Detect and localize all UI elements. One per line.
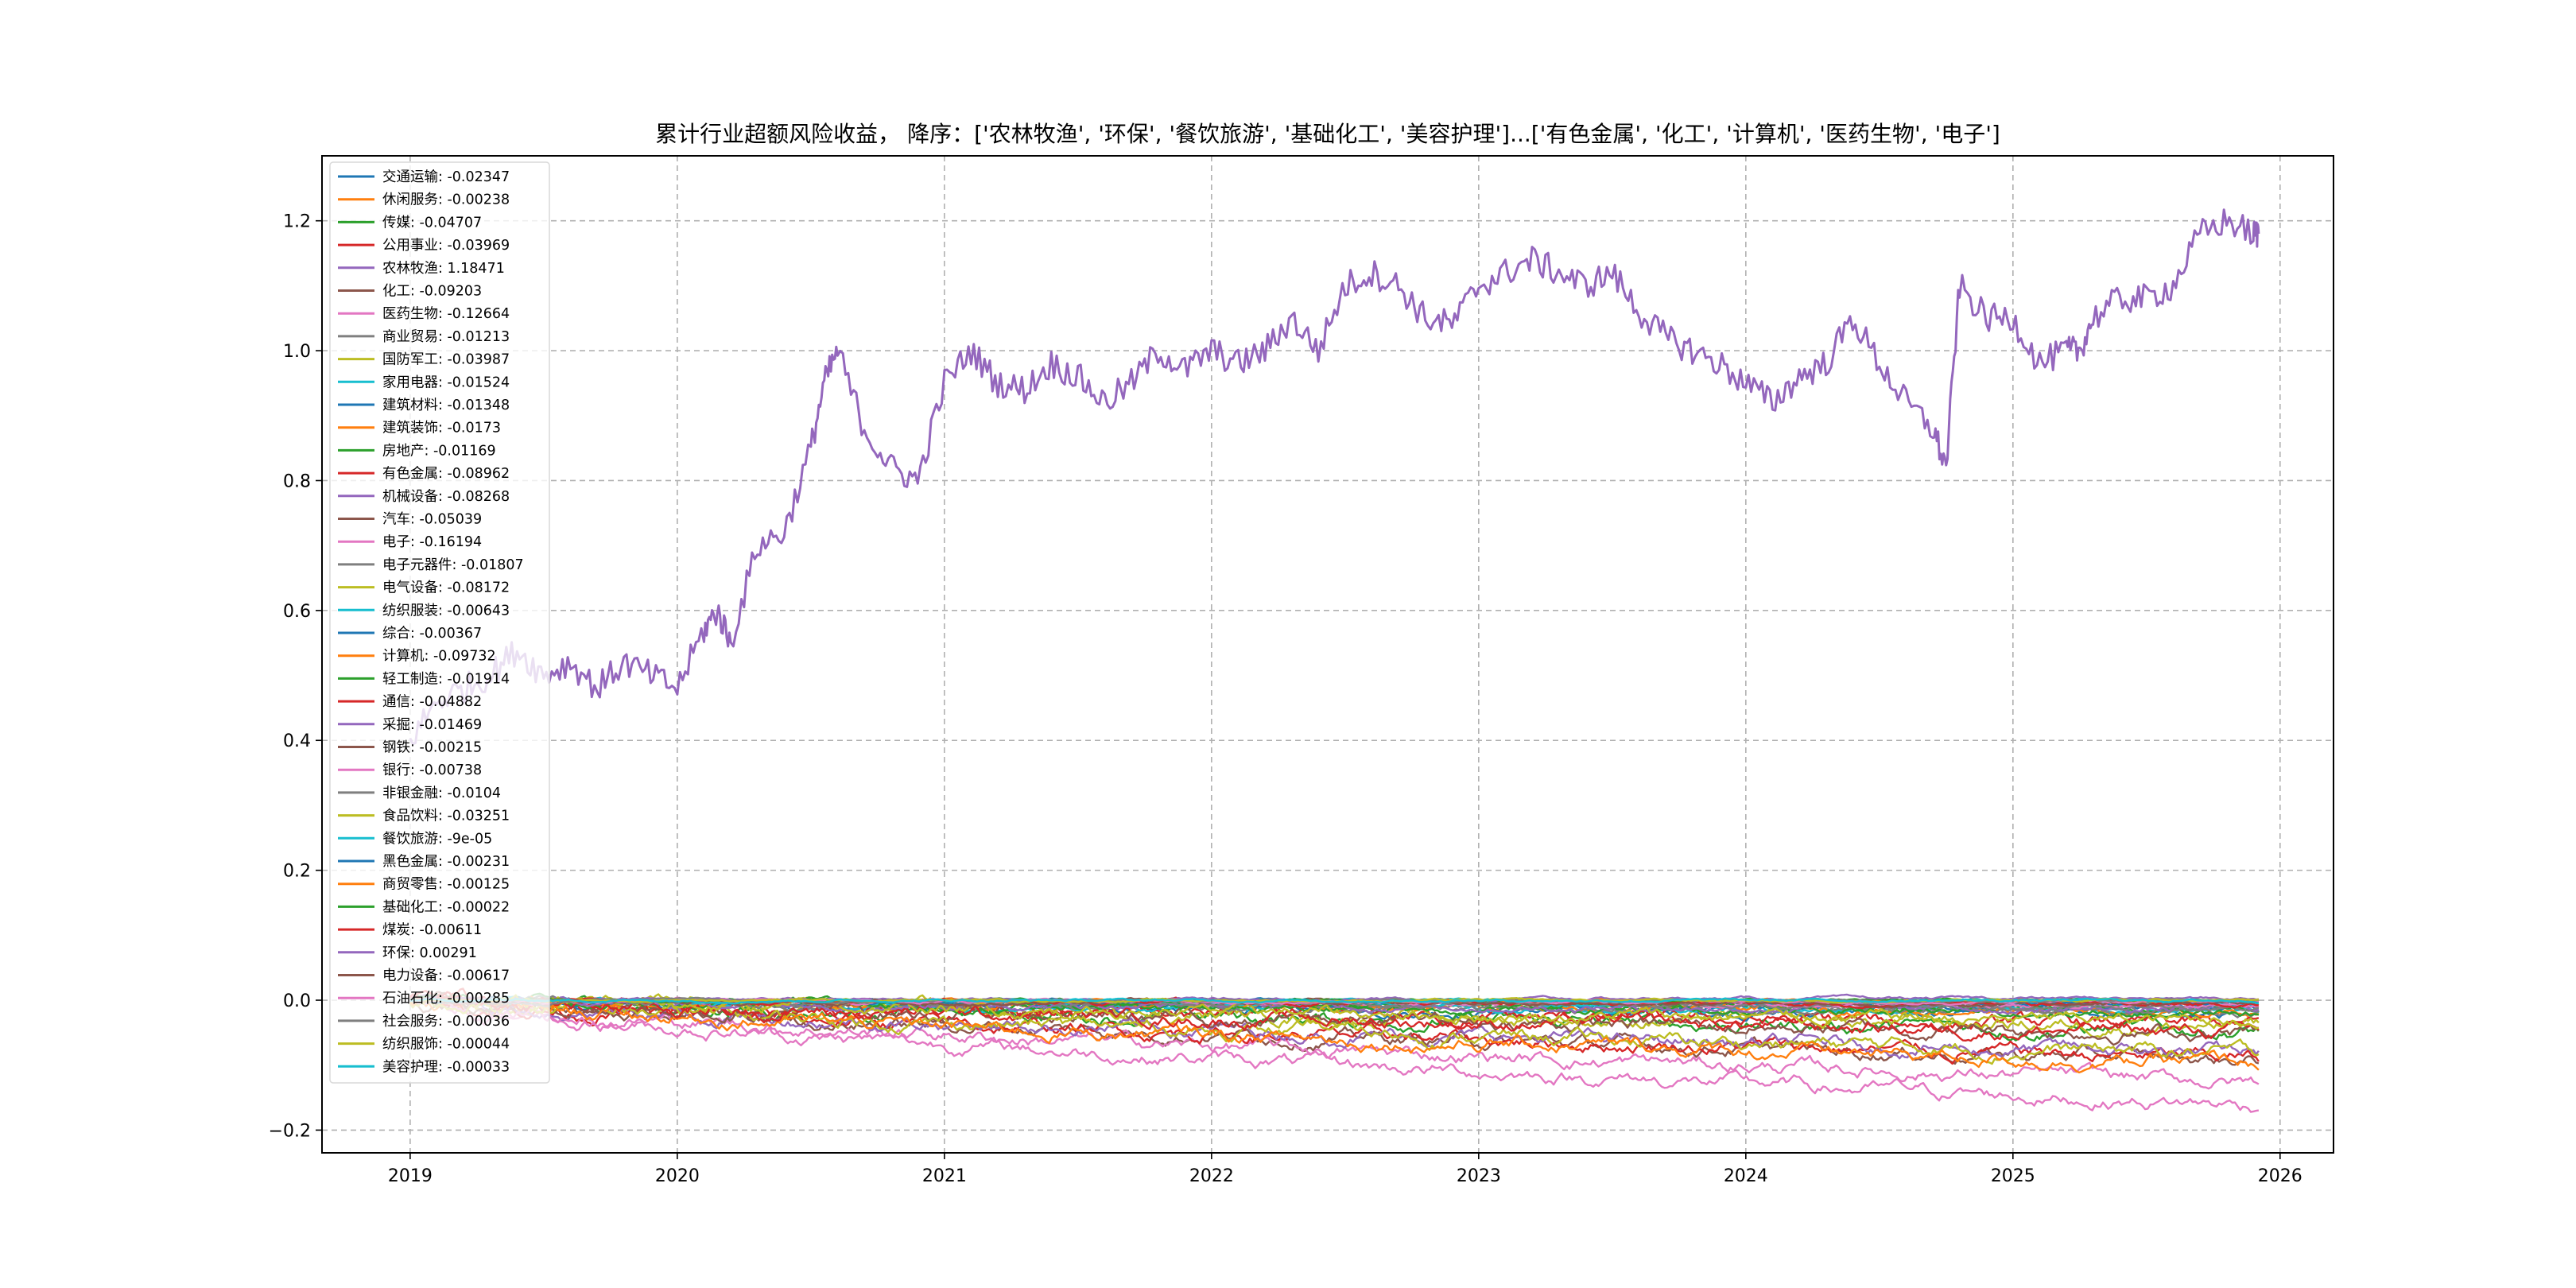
legend-entry-label: 商业贸易: -0.01213 [382,329,510,345]
series-lines [409,208,2260,1113]
y-tick-label: 0.6 [283,602,311,622]
y-tick-label: 1.0 [283,342,311,362]
legend-entry-label: 交通运输: -0.02347 [382,169,510,185]
grid-lines [322,156,2334,1153]
legend-entry-label: 食品饮料: -0.03251 [382,809,510,824]
legend-entry-label: 汽车: -0.05039 [382,512,482,528]
series-line-40 [409,997,2260,1005]
legend-entry-label: 电子: -0.16194 [382,534,482,550]
legend-entry-label: 非银金融: -0.0104 [382,786,501,801]
y-tick-label: 0.8 [283,471,311,491]
legend-entry-label: 纺织服装: -0.00643 [382,603,510,619]
x-tick-label: 2019 [388,1166,433,1186]
x-tick-label: 2021 [922,1166,967,1186]
series-line-19 [409,996,2260,1065]
y-tick-label: 0.2 [283,862,311,882]
legend-entry-label: 国防军工: -0.03987 [382,352,510,368]
legend-entry-label: 商贸零售: -0.00125 [382,877,510,893]
legend-entry-label: 机械设备: -0.08268 [382,489,510,505]
x-tick-label: 2023 [1457,1166,1501,1186]
x-tick-label: 2025 [1991,1166,2035,1186]
legend-entry-label: 银行: -0.00738 [382,762,482,778]
legend-entry-label: 轻工制造: -0.01914 [382,671,510,687]
legend-entry-label: 环保: 0.00291 [382,945,477,961]
legend-entry-label: 传媒: -0.04707 [382,215,482,231]
legend-box [329,161,550,1084]
axis-ticks: 2019 2020 2021 2022 2023 2024 2025 2026 −0.2 0.0 0… [269,212,2302,1186]
legend-entry-label: 餐饮旅游: -9e-05 [382,831,492,847]
legend-entry-label: 电力设备: -0.00617 [382,968,510,984]
legend-entry-label: 电气设备: -0.08172 [382,580,510,596]
legend-entry-label: 基础化工: -0.00022 [382,899,510,915]
series-line-5 [409,208,2260,746]
legend-entry-label: 社会服务: -0.00036 [382,1014,510,1030]
legend-entry-label: 美容护理: -0.00033 [382,1059,510,1075]
legend-entry-label: 房地产: -0.01169 [382,443,496,459]
legend-entry-label: 纺织服饰: -0.00044 [382,1037,510,1053]
legend-entry-label: 家用电器: -0.01524 [382,374,510,390]
y-tick-label: −0.2 [269,1121,311,1141]
y-tick-label: 0.0 [283,991,311,1011]
legend-entry-label: 化工: -0.09203 [382,284,482,300]
series-line-22 [409,997,2260,1074]
x-tick-label: 2024 [1724,1166,1768,1186]
legend-entry-label: 煤炭: -0.00611 [382,922,482,938]
series-line-15 [409,994,2260,1060]
chart-title: 累计行业超额风险收益， 降序：['农林牧渔', '环保', '餐饮旅游', '基… [655,121,2000,147]
legend-entry-label: 公用事业: -0.03969 [382,238,510,254]
plot-frame [321,155,2334,1154]
series-line-17 [409,995,2260,1113]
legend-entry-label: 医药生物: -0.12664 [382,306,510,322]
x-tick-label: 2026 [2258,1166,2302,1186]
legend-entry-label: 石油石化: -0.00285 [382,991,510,1007]
legend-entry-label: 黑色金属: -0.00231 [382,854,510,870]
legend-entry-label: 休闲服务: -0.00238 [382,192,510,208]
legend-entry-label: 钢铁: -0.00215 [382,740,482,756]
legend-entry-label: 有色金属: -0.08962 [382,466,510,482]
legend: 交通运输: -0.02347 休闲服务: -0.00238 传媒: -0.04707… [329,161,550,1084]
y-tick-label: 0.4 [283,731,311,751]
legend-entry-label: 农林牧渔: 1.18471 [382,261,505,277]
series-line-29 [409,994,2260,1030]
legend-entry-label: 综合: -0.00367 [382,626,482,642]
x-tick-label: 2022 [1189,1166,1234,1186]
y-tick-label: 1.2 [283,212,311,232]
legend-entry-label: 电子元器件: -0.01807 [382,557,524,573]
legend-entry-label: 建筑材料: -0.01348 [382,398,510,413]
legend-entry-label: 通信: -0.04882 [382,694,482,710]
legend-entry-label: 建筑装饰: -0.0173 [382,421,501,436]
legend-entry-label: 采掘: -0.01469 [382,717,482,733]
x-tick-label: 2020 [655,1166,700,1186]
legend-entry-label: 计算机: -0.09732 [382,649,496,665]
